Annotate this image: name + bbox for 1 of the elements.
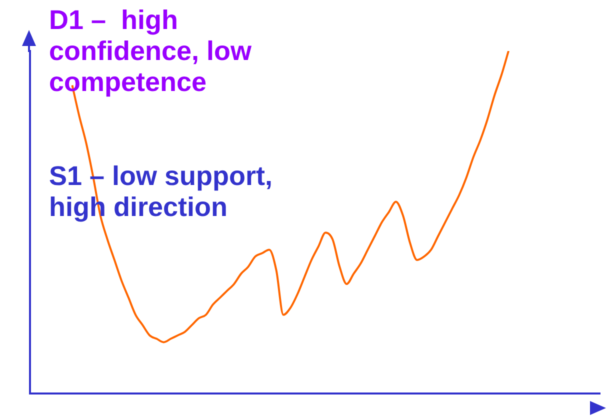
annotation: D1 – high confidence, low competence: [49, 5, 253, 98]
